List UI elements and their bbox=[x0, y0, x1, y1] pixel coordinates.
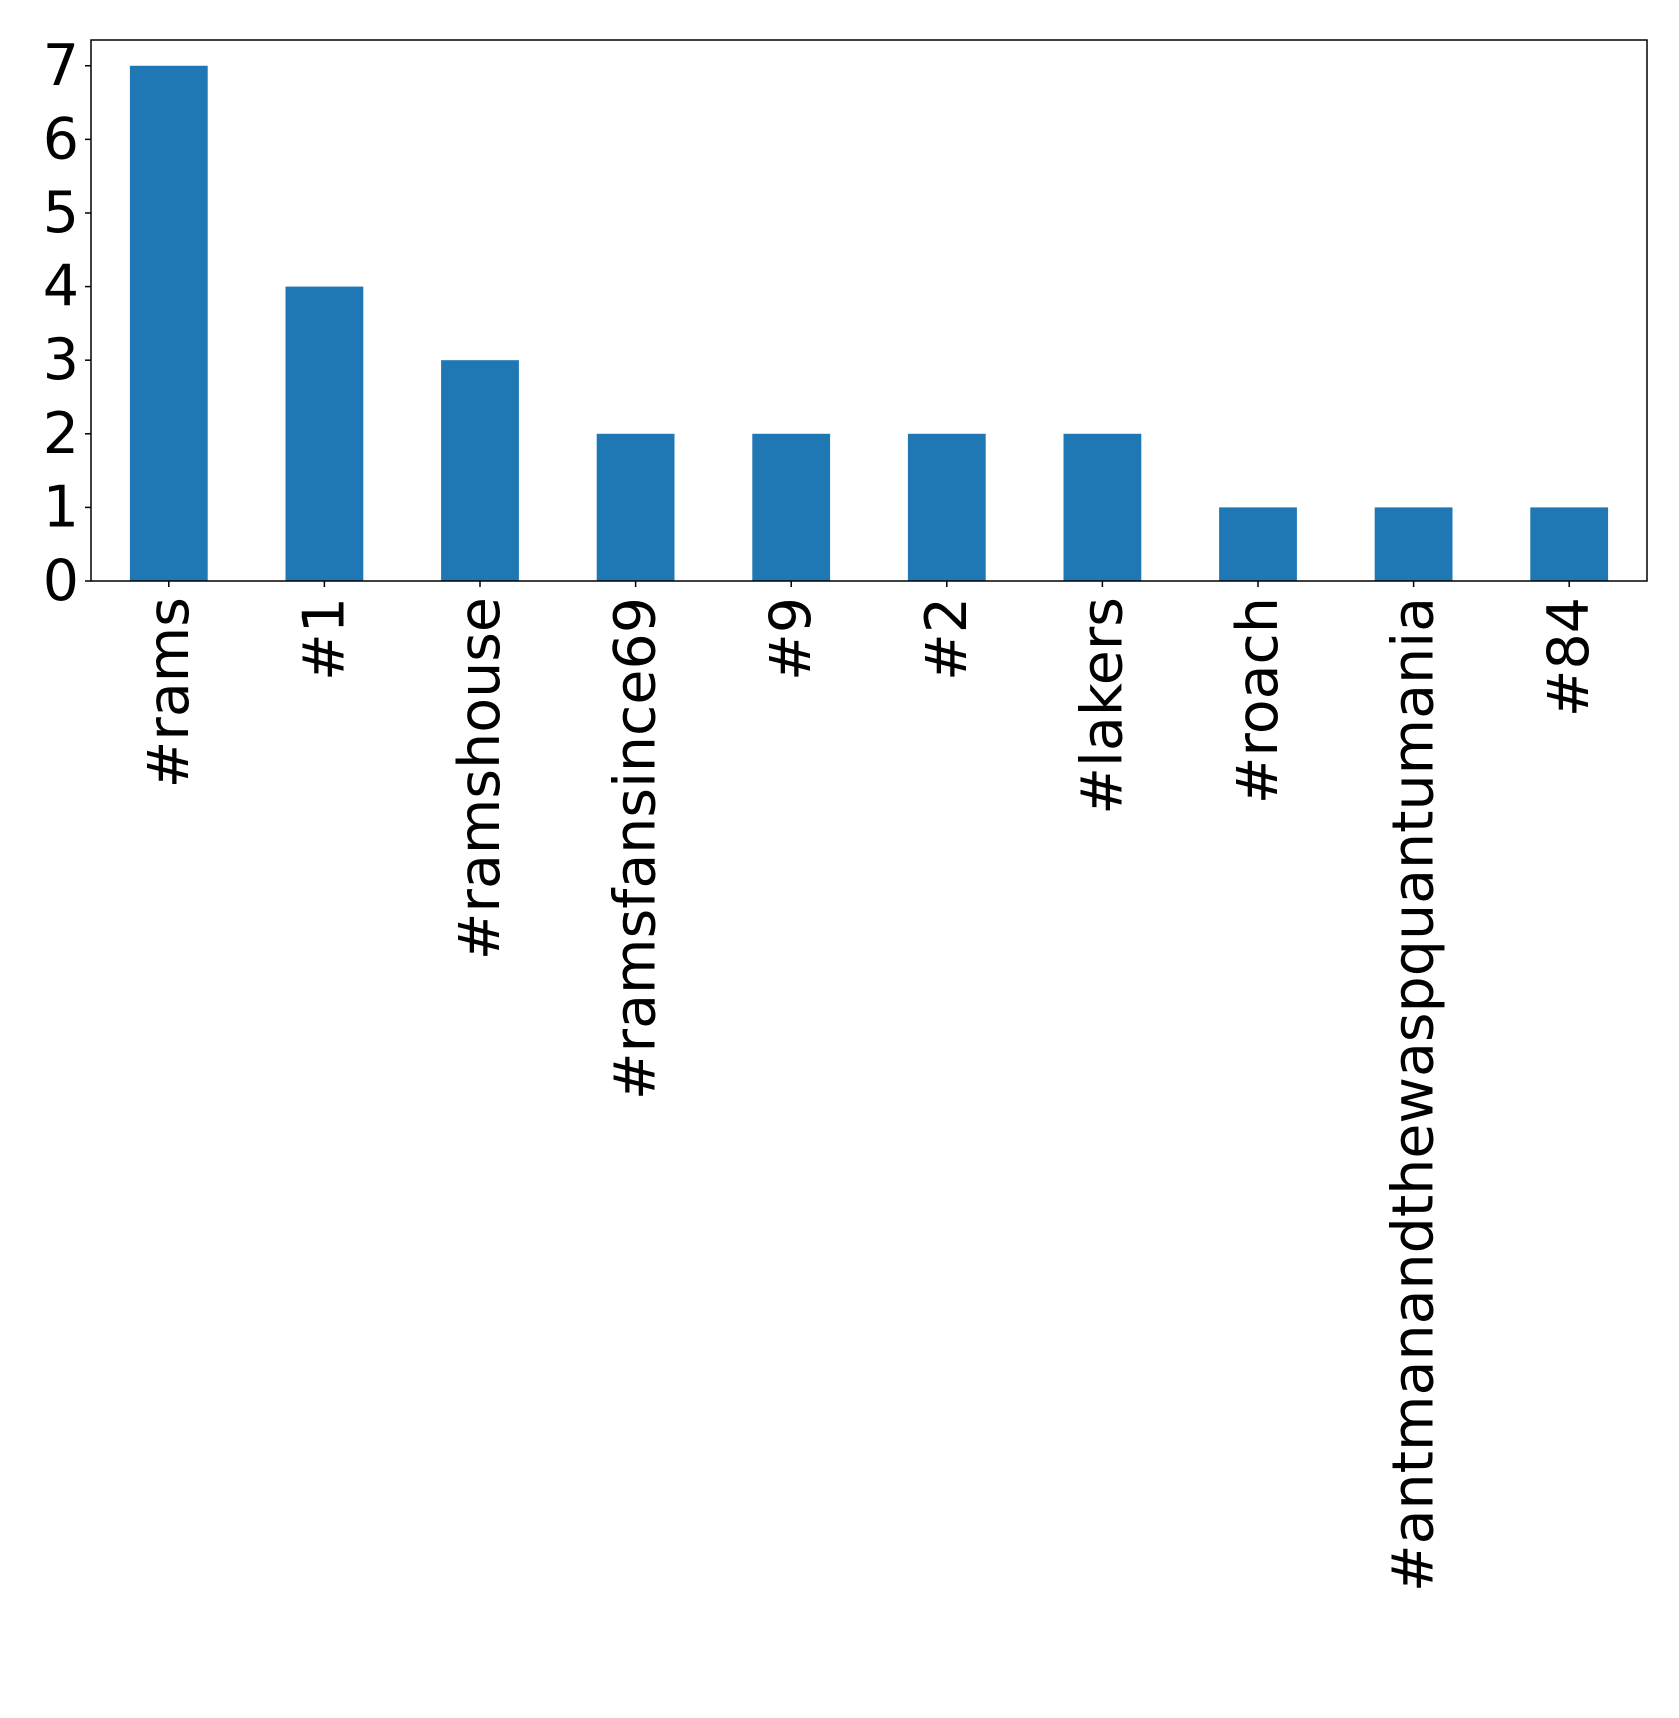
bar-4 bbox=[752, 433, 831, 581]
bar-1 bbox=[285, 286, 364, 581]
y-tick-label-1: 1 bbox=[43, 474, 79, 540]
bar-7 bbox=[1219, 507, 1297, 581]
bars-group bbox=[129, 65, 1609, 581]
bar-3 bbox=[596, 433, 675, 581]
bar-5 bbox=[907, 433, 986, 581]
x-tick-label-3: #ramsfansince69 bbox=[603, 597, 669, 1100]
x-tick-label-7: #roach bbox=[1225, 597, 1291, 804]
bar-8 bbox=[1374, 507, 1453, 581]
y-tick-label-7: 7 bbox=[43, 33, 79, 99]
bar-2 bbox=[441, 360, 519, 581]
bar-0 bbox=[129, 65, 208, 581]
x-tick-label-1: #1 bbox=[291, 597, 357, 681]
y-axis: 0 1 2 3 4 5 6 7 bbox=[43, 33, 91, 614]
y-tick-label-3: 3 bbox=[43, 327, 79, 393]
x-axis: #rams #1 #ramshouse #ramsfansince69 #9 #2 #lak… bbox=[136, 581, 1602, 1592]
y-tick-label-0: 0 bbox=[43, 548, 79, 614]
x-tick-label-5: #2 bbox=[914, 597, 980, 681]
y-tick-label-4: 4 bbox=[43, 254, 79, 320]
x-tick-label-8: #antmanandthewaspquantumania bbox=[1381, 597, 1447, 1592]
bar-6 bbox=[1063, 433, 1142, 581]
y-tick-label-6: 6 bbox=[43, 106, 79, 172]
plot-frame bbox=[90, 39, 1648, 582]
x-tick-label-6: #lakers bbox=[1069, 597, 1135, 815]
bar-9 bbox=[1530, 507, 1609, 581]
y-tick-label-5: 5 bbox=[43, 180, 79, 246]
x-tick-label-9: #84 bbox=[1536, 597, 1602, 717]
x-tick-label-4: #9 bbox=[758, 597, 824, 681]
y-tick-label-2: 2 bbox=[43, 401, 79, 467]
x-tick-label-2: #ramshouse bbox=[447, 597, 513, 960]
x-tick-label-0: #rams bbox=[136, 597, 202, 788]
